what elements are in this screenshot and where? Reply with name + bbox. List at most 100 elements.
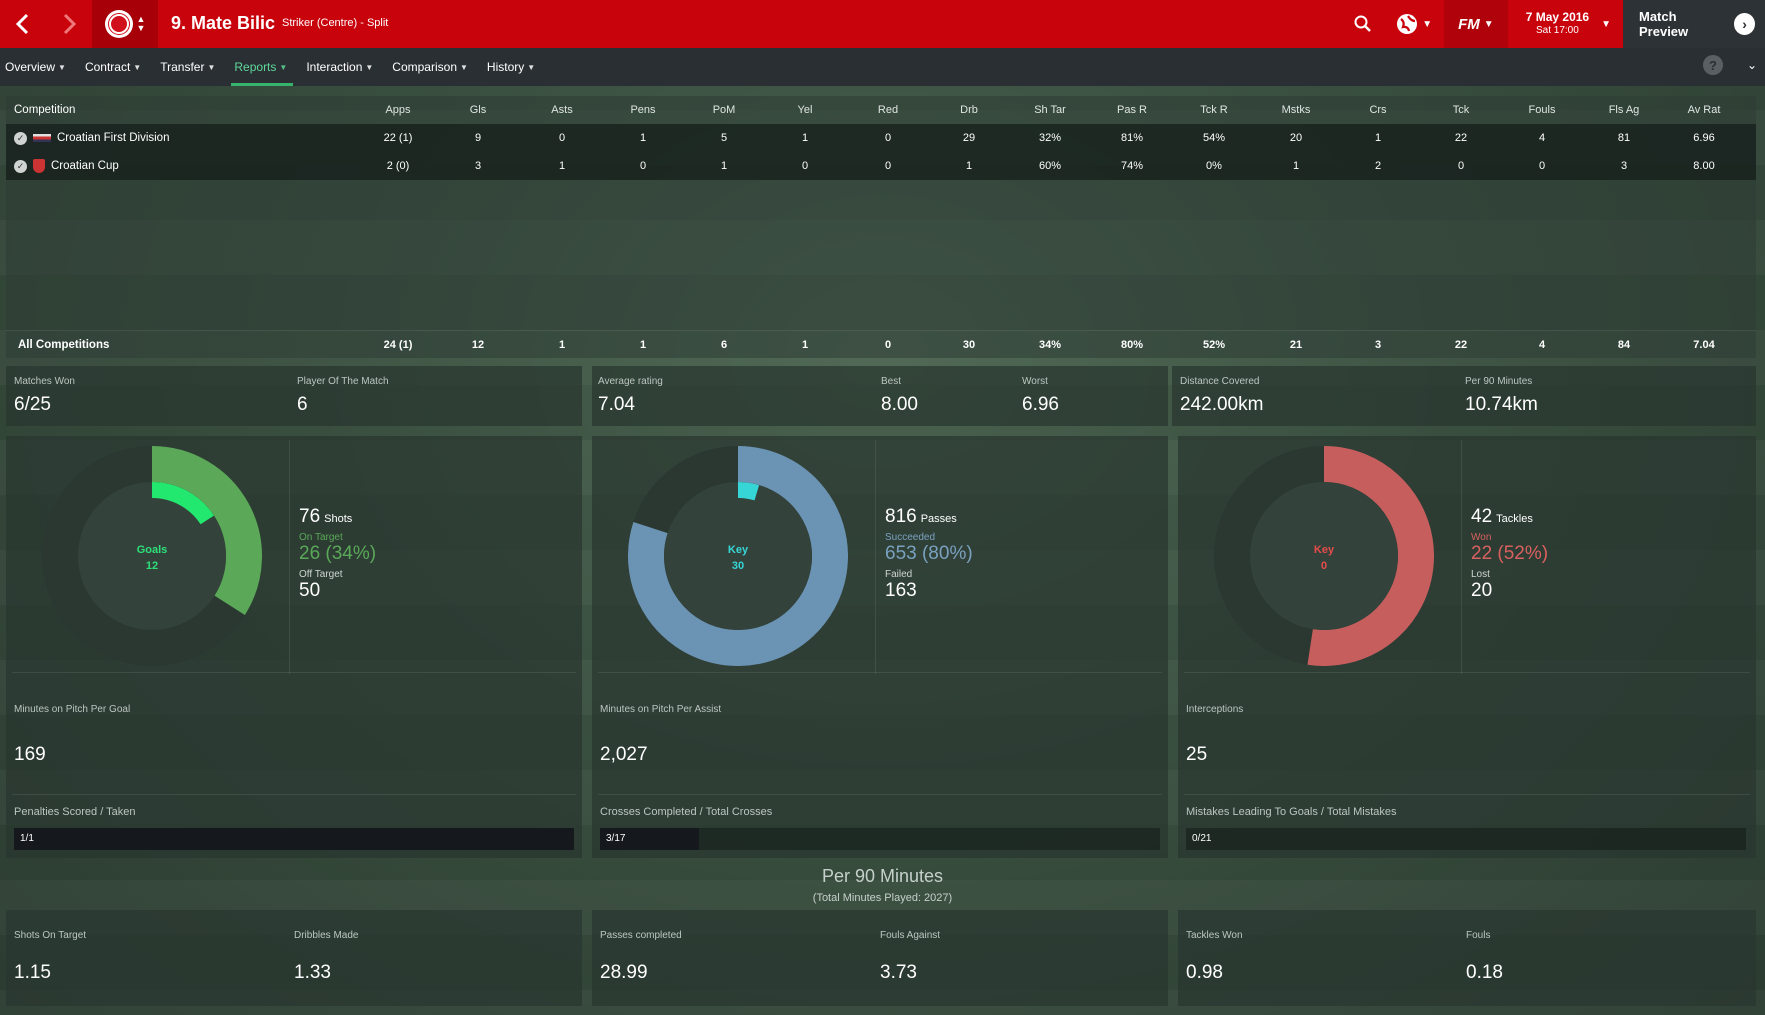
tab-reports[interactable]: Reports ▼: [229, 48, 295, 86]
chevron-down-icon: ▼: [527, 62, 536, 72]
table-cell: 1: [965, 160, 973, 172]
dribbles-p90-label: Dribbles Made: [294, 930, 359, 941]
table-cell: 4: [1538, 339, 1546, 351]
donut-center-value: 0: [1321, 560, 1327, 572]
date-continue-box[interactable]: 7 May 2016 Sat 17:00 ▼: [1508, 0, 1623, 48]
chevron-down-icon: ▼: [365, 62, 374, 72]
sub-navigation: Overview ▼ Contract ▼ Transfer ▼ Reports ▼ I…: [0, 48, 1765, 86]
match-preview-button[interactable]: Match Preview ›: [1623, 0, 1765, 48]
competition-name-cell: ✓ Croatian First Division: [14, 124, 169, 152]
table-cell: 12: [471, 339, 485, 351]
tackles-lost-label: Lost: [1471, 569, 1490, 580]
tab-label: Contract: [84, 60, 131, 74]
table-cell: 9: [474, 132, 482, 144]
potm-label: Player Of The Match: [297, 376, 389, 387]
column-header[interactable]: Gls: [469, 104, 487, 116]
table-cell: 80%: [1120, 339, 1144, 351]
tab-transfer[interactable]: Transfer ▼: [155, 48, 223, 86]
per90-attack-card: Shots On Target 1.15 Dribbles Made 1.33: [6, 910, 582, 1006]
table-header: Competition Apps Gls Asts Pens PoM Yel Red Drb Sh…: [6, 96, 1756, 124]
column-header[interactable]: Red: [877, 104, 899, 116]
tab-overview[interactable]: Overview ▼: [0, 48, 74, 86]
chevron-down-icon: ▼: [207, 62, 216, 72]
column-header[interactable]: Drb: [960, 104, 978, 116]
competition-name: All Competitions: [18, 339, 110, 351]
shots-on-target-p90-label: Shots On Target: [14, 930, 87, 941]
table-row[interactable]: ✓ Croatian First Division 22 (1) 9 0 1 5 1 0 29 32…: [6, 124, 1756, 152]
shots-panel: Goals 12 76 Shots On Target 26 (34%) Off T…: [6, 436, 582, 858]
column-header[interactable]: Crs: [1369, 104, 1387, 116]
column-header[interactable]: Fls Ag: [1608, 104, 1640, 116]
per-goal-value: 169: [14, 744, 46, 765]
potm-value: 6: [297, 394, 308, 415]
column-header[interactable]: Apps: [385, 104, 411, 116]
competition-header[interactable]: Competition: [14, 104, 76, 116]
chevron-down-icon: ▼: [58, 62, 66, 72]
penalties-label: Penalties Scored / Taken: [14, 806, 136, 818]
table-cell: 0: [884, 132, 892, 144]
club-crest-icon: [104, 10, 133, 38]
table-row[interactable]: ✓ Croatian Cup 2 (0) 3 1 0 1 0 0 1 60% 74% 0% 1 2 0 0 3 8.…: [6, 152, 1756, 180]
bar-fill: [600, 828, 699, 850]
passes-total-label: Passes: [920, 513, 957, 525]
donut-center-label: Key: [1314, 544, 1335, 556]
distance-label: Distance Covered: [1180, 376, 1260, 387]
table-cell: 3: [1620, 160, 1628, 172]
tab-label: Reports: [234, 60, 277, 74]
tab-comparison[interactable]: Comparison ▼: [387, 48, 476, 86]
search-button[interactable]: [1342, 0, 1384, 48]
column-header[interactable]: Sh Tar: [1034, 104, 1066, 116]
chevron-down-icon: ▼: [279, 62, 288, 72]
donut-center: [78, 482, 226, 630]
column-header[interactable]: Asts: [551, 104, 573, 116]
fouls-p90-label: Fouls: [1466, 930, 1491, 941]
column-header[interactable]: Tck R: [1200, 104, 1228, 116]
tackles-won-p90-label: Tackles Won: [1186, 930, 1243, 941]
tab-contract[interactable]: Contract ▼: [80, 48, 149, 86]
passes-total: 816: [885, 506, 917, 527]
league-flag-icon: [33, 134, 51, 142]
column-header[interactable]: PoM: [712, 104, 736, 116]
table-cell: 22 (1): [383, 132, 413, 144]
column-header[interactable]: Yel: [797, 104, 813, 116]
tab-history[interactable]: History ▼: [482, 48, 543, 86]
competition-name-cell: All Competitions: [18, 331, 109, 359]
tackles-total-label: Tackles: [1496, 513, 1533, 525]
table-cell: 1: [1292, 160, 1300, 172]
forward-button[interactable]: [46, 0, 92, 48]
mistakes-label: Mistakes Leading To Goals / Total Mistak…: [1186, 806, 1397, 818]
tab-interaction[interactable]: Interaction ▼: [301, 48, 381, 86]
chevron-down-icon[interactable]: ⌄: [1746, 58, 1757, 72]
per90-subtitle: (Total Minutes Played: 2027): [812, 892, 953, 904]
back-button[interactable]: [0, 0, 46, 48]
column-header[interactable]: Pens: [630, 104, 656, 116]
passes-p90-value: 28.99: [600, 962, 648, 983]
donut-center-value: 30: [732, 560, 744, 572]
interceptions-value: 25: [1186, 744, 1208, 765]
column-header[interactable]: Fouls: [1528, 104, 1556, 116]
per90-distance-value: 10.74km: [1465, 394, 1538, 415]
table-cell: 2: [1374, 160, 1382, 172]
column-header[interactable]: Tck: [1452, 104, 1470, 116]
help-icon[interactable]: ?: [1702, 55, 1723, 75]
world-menu-button[interactable]: ▼: [1384, 0, 1444, 48]
passes-succeeded-value: 653 (80%): [885, 543, 973, 564]
best-value: 8.00: [881, 394, 918, 415]
club-badge-selector[interactable]: ▲ ▼: [92, 0, 158, 48]
donut-center: [1250, 482, 1398, 630]
per90-distance-label: Per 90 Minutes: [1465, 376, 1533, 387]
donut-inner-arc: [737, 482, 760, 501]
chevron-down-icon: ▼: [1422, 18, 1433, 30]
column-header[interactable]: Pas R: [1117, 104, 1147, 116]
per-goal-label: Minutes on Pitch Per Goal: [14, 704, 131, 715]
tab-label: History: [486, 60, 525, 74]
table-cell: 0: [1457, 160, 1465, 172]
column-header[interactable]: Mstks: [1281, 104, 1311, 116]
shots-total-label: Shots: [324, 513, 353, 525]
column-header[interactable]: Av Rat: [1687, 104, 1721, 116]
fouls-against-p90-label: Fouls Against: [880, 930, 941, 941]
fm-menu-button[interactable]: FM ▼: [1444, 0, 1508, 48]
shots-donut-chart: Goals 12: [42, 446, 262, 666]
donut-center-label: Key: [728, 544, 749, 556]
chevron-down-icon: ▼: [133, 62, 142, 72]
